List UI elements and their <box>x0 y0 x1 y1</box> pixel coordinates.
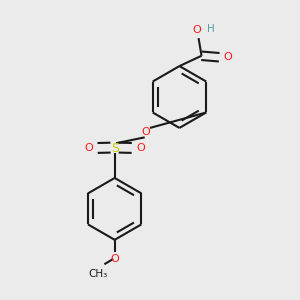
Text: H: H <box>207 24 215 34</box>
Text: O: O <box>141 127 150 137</box>
Text: S: S <box>111 142 119 155</box>
Text: O: O <box>136 143 145 153</box>
Text: O: O <box>193 25 202 34</box>
Text: O: O <box>84 143 93 153</box>
Text: O: O <box>110 254 119 264</box>
Text: CH₃: CH₃ <box>89 269 108 279</box>
Text: O: O <box>224 52 232 62</box>
